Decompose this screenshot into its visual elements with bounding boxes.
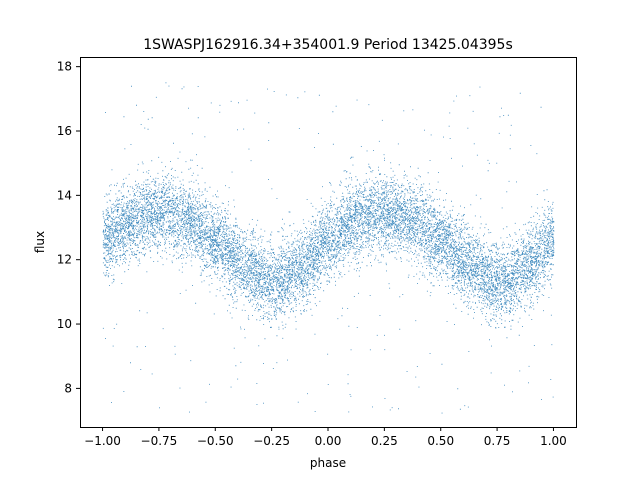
x-tick-label: 0.25 [371,434,398,448]
y-axis: 8 10 12 14 16 18 [57,60,80,395]
x-tick-label: −0.75 [141,434,178,448]
y-tick-label: 12 [57,253,72,267]
y-axis-label: flux [33,231,47,253]
x-tick-label: 0.75 [484,434,511,448]
x-tick-label: 0.00 [315,434,342,448]
chart-title: 1SWASPJ162916.34+354001.9 Period 13425.0… [143,37,513,53]
x-axis-label: phase [310,456,346,470]
x-tick-label: −0.50 [197,434,234,448]
x-tick-label: −1.00 [84,434,121,448]
y-tick-label: 14 [57,188,72,202]
x-tick-label: 0.50 [427,434,454,448]
y-tick-label: 18 [57,60,72,74]
y-tick-label: 8 [64,381,72,395]
x-axis: −1.00 −0.75 −0.50 −0.25 0.00 0.25 0.50 0.75 1.00 [84,427,567,448]
x-tick-label: −0.25 [253,434,290,448]
plot-area [102,82,555,414]
x-tick-label: 1.00 [540,434,567,448]
y-tick-label: 16 [57,124,72,138]
y-tick-label: 10 [57,317,72,331]
scatter-points [102,82,555,414]
